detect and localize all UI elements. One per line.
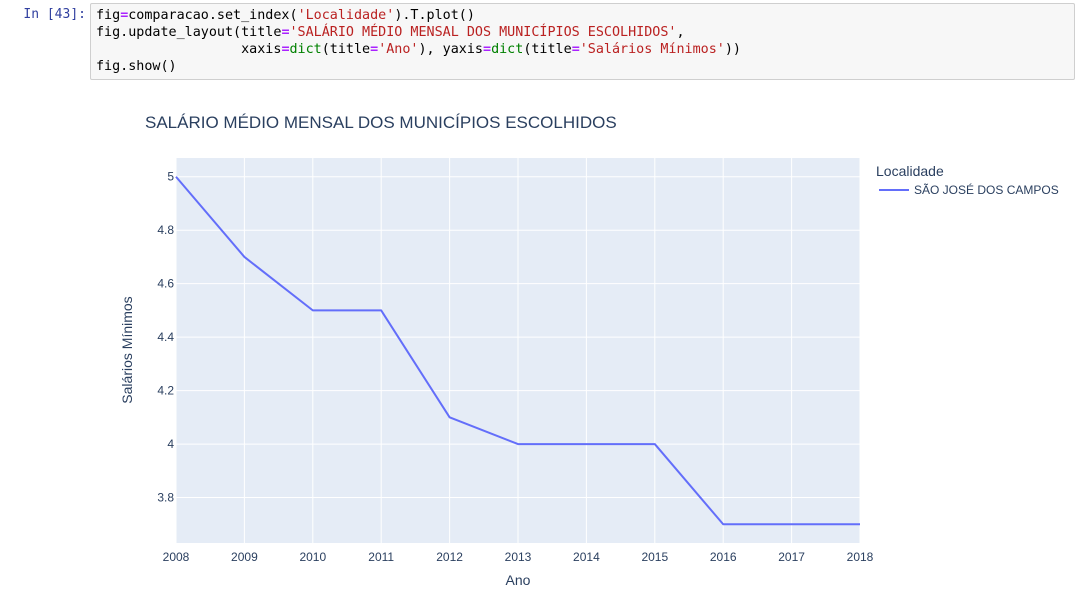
x-axis-title: Ano <box>506 572 531 588</box>
code-cell-input[interactable]: fig=comparacao.set_index('Localidade').T… <box>90 3 1075 80</box>
x-tick-label: 2013 <box>505 550 532 564</box>
series-lines <box>175 176 860 526</box>
x-tick-label: 2014 <box>573 550 600 564</box>
legend-items[interactable]: SÃO JOSÉ DOS CAMPOS <box>879 182 1059 197</box>
x-gridlines <box>175 158 861 543</box>
legend-title: Localidade <box>876 163 944 179</box>
y-tick-label: 5 <box>167 170 174 184</box>
y-tick-label: 4 <box>167 437 174 451</box>
x-tick-label: 2018 <box>847 550 874 564</box>
x-tick-label: 2011 <box>368 550 394 564</box>
x-tick-label: 2016 <box>710 550 737 564</box>
legend-item-label: SÃO JOSÉ DOS CAMPOS <box>914 182 1059 197</box>
chart-title: SALÁRIO MÉDIO MENSAL DOS MUNICÍPIOS ESCO… <box>145 113 617 132</box>
y-tick-labels: 5 4.8 4.6 4.4 4.2 4 3.8 <box>157 170 174 505</box>
y-axis-title: Salários Mínimos <box>119 296 135 403</box>
y-tick-label: 3.8 <box>157 491 174 505</box>
cell-prompt: In [43]: <box>23 7 86 22</box>
line-chart[interactable]: SALÁRIO MÉDIO MENSAL DOS MUNICÍPIOS ESCO… <box>90 88 1077 603</box>
code-editor[interactable]: fig=comparacao.set_index('Localidade').T… <box>96 8 741 74</box>
x-tick-labels: 2008 2009 2010 2011 2012 2013 2014 2015 2016 2017… <box>163 550 874 564</box>
x-tick-label: 2009 <box>231 550 258 564</box>
series-line <box>175 176 860 526</box>
x-tick-label: 2008 <box>163 550 190 564</box>
x-tick-label: 2012 <box>436 550 463 564</box>
y-tick-label: 4.8 <box>157 223 174 237</box>
y-tick-label: 4.2 <box>157 384 174 398</box>
x-tick-label: 2015 <box>641 550 668 564</box>
y-gridlines <box>176 176 860 499</box>
x-tick-label: 2017 <box>778 550 805 564</box>
x-tick-label: 2010 <box>299 550 326 564</box>
cell-output: SALÁRIO MÉDIO MENSAL DOS MUNICÍPIOS ESCO… <box>90 88 1077 603</box>
legend[interactable]: Localidade SÃO JOSÉ DOS CAMPOS <box>876 163 1059 197</box>
y-tick-label: 4.4 <box>157 330 174 344</box>
y-tick-label: 4.6 <box>157 277 174 291</box>
